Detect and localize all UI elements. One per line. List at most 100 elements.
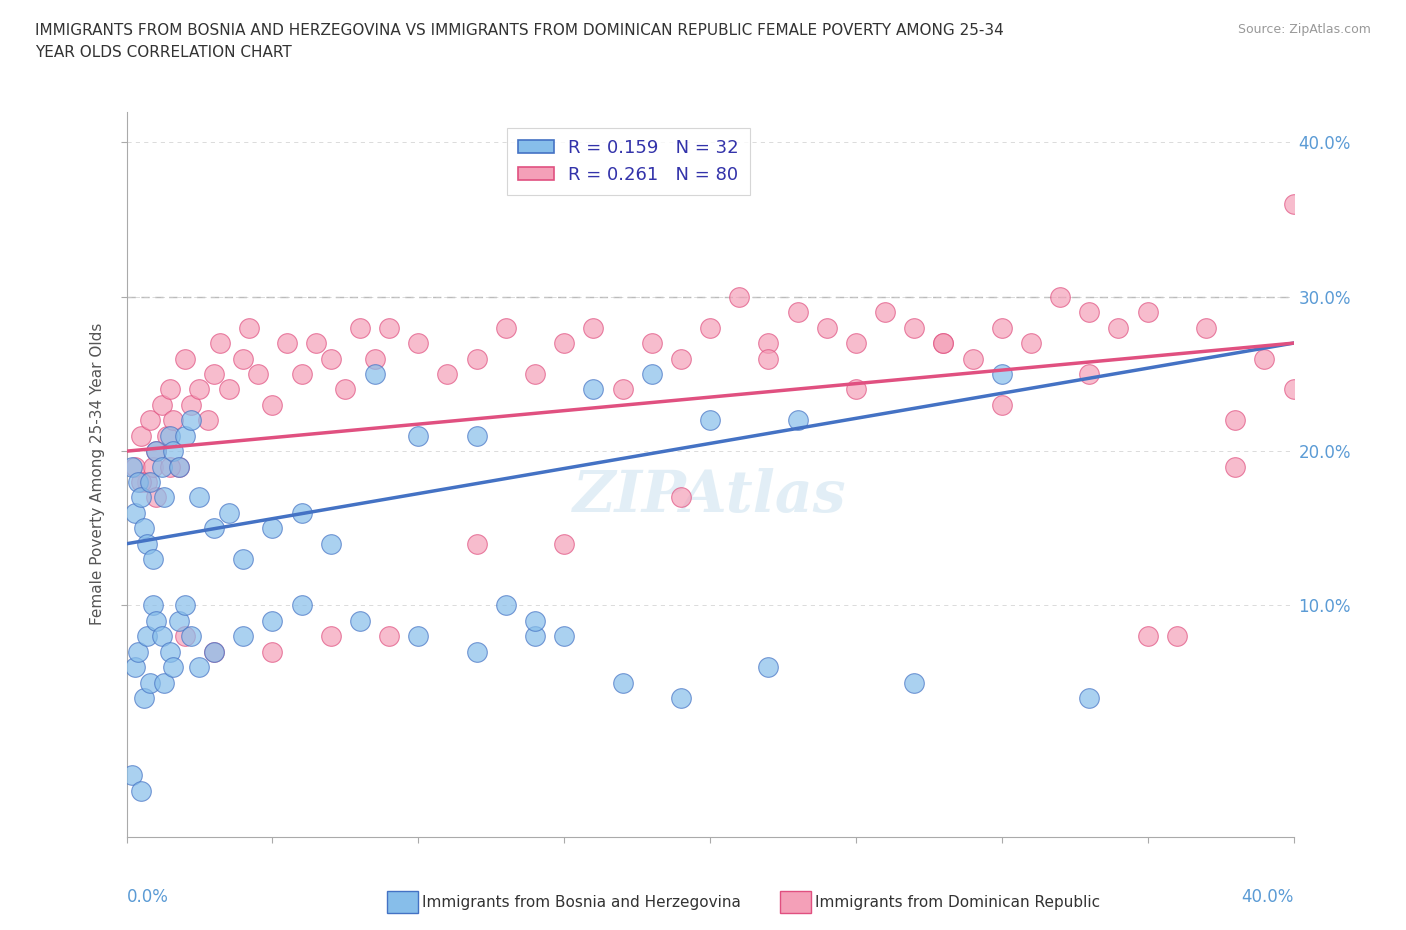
Point [167,614,190,629]
Point [156,429,179,444]
Point [139,413,162,428]
Point [290,598,312,613]
Point [262,397,284,412]
Point [127,644,149,659]
Point [188,382,211,397]
Point [319,629,342,644]
Text: 0.0%: 0.0% [127,888,169,906]
Point [612,675,634,690]
Point [276,336,298,351]
Point [232,352,254,366]
Point [238,320,260,335]
Point [232,551,254,566]
Point [162,444,184,458]
Point [150,629,173,644]
Text: Source: ZipAtlas.com: Source: ZipAtlas.com [1237,23,1371,36]
Point [363,352,385,366]
Point [1049,289,1071,304]
Point [139,675,162,690]
Point [262,614,284,629]
Text: Immigrants from Dominican Republic: Immigrants from Dominican Republic [815,895,1101,910]
Point [159,459,181,474]
Point [262,521,284,536]
Text: 40.0%: 40.0% [1241,888,1294,906]
Point [699,413,721,428]
Point [990,320,1012,335]
Point [150,459,173,474]
Point [290,366,312,381]
Point [495,598,517,613]
Point [174,429,197,444]
Point [305,336,328,351]
Point [174,629,197,644]
Point [669,352,692,366]
Point [197,413,219,428]
Point [121,768,143,783]
Point [669,691,692,706]
Point [932,336,955,351]
Point [180,629,202,644]
Y-axis label: Female Poverty Among 25-34 Year Olds: Female Poverty Among 25-34 Year Olds [90,323,105,626]
Point [786,413,808,428]
Text: Immigrants from Bosnia and Herzegovina: Immigrants from Bosnia and Herzegovina [422,895,741,910]
Point [290,505,312,520]
Point [1223,413,1246,428]
Point [159,644,181,659]
Point [153,675,176,690]
Point [167,459,190,474]
Point [139,474,162,489]
Legend: R = 0.159   N = 32, R = 0.261   N = 80: R = 0.159 N = 32, R = 0.261 N = 80 [508,128,749,194]
Point [127,474,149,489]
Point [1108,320,1130,335]
Point [145,490,167,505]
Point [167,459,190,474]
Point [142,459,165,474]
Point [174,352,197,366]
Point [142,598,165,613]
Point [1223,459,1246,474]
Point [699,320,721,335]
Point [669,490,692,505]
Point [990,366,1012,381]
Point [349,614,371,629]
Point [159,382,181,397]
Point [465,537,488,551]
Point [132,521,155,536]
Point [728,289,751,304]
Point [756,659,779,674]
Point [1166,629,1188,644]
Point [553,629,575,644]
Point [582,382,605,397]
Point [132,691,155,706]
Point [180,397,202,412]
Point [136,629,159,644]
Point [465,429,488,444]
Point [582,320,605,335]
Point [153,490,176,505]
Point [495,320,517,335]
Point [1253,352,1275,366]
Point [174,598,197,613]
Point [1282,197,1305,212]
Point [990,397,1012,412]
Point [188,659,211,674]
Point [121,459,143,474]
Point [129,429,152,444]
Point [1019,336,1042,351]
Point [180,413,202,428]
Point [142,551,165,566]
Point [465,352,488,366]
Point [378,320,401,335]
Point [363,366,385,381]
Point [845,382,868,397]
Point [1136,629,1159,644]
Point [145,614,167,629]
Point [145,444,167,458]
Point [232,629,254,644]
Point [553,336,575,351]
Point [162,413,184,428]
Point [335,382,357,397]
Point [202,521,225,536]
Point [202,366,225,381]
Point [136,474,159,489]
